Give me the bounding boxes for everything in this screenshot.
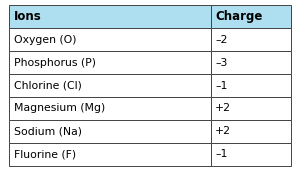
Bar: [9, 143, 211, 166]
Bar: [9, 120, 211, 143]
Bar: [211, 120, 291, 143]
Text: –2: –2: [215, 35, 227, 45]
Bar: [211, 51, 291, 74]
Text: +2: +2: [215, 103, 231, 114]
Bar: [211, 28, 291, 51]
Bar: [9, 97, 211, 120]
Bar: [211, 5, 291, 28]
Bar: [9, 5, 211, 28]
Bar: [211, 97, 291, 120]
Bar: [9, 51, 211, 74]
Text: Fluorine (F): Fluorine (F): [14, 149, 76, 159]
Bar: [211, 143, 291, 166]
Text: Phosphorus (P): Phosphorus (P): [14, 57, 95, 68]
Text: –1: –1: [215, 81, 227, 90]
Text: Sodium (Na): Sodium (Na): [14, 126, 82, 136]
Text: +2: +2: [215, 126, 231, 136]
Text: –3: –3: [215, 57, 227, 68]
Text: Chlorine (Cl): Chlorine (Cl): [14, 81, 81, 90]
Bar: [211, 74, 291, 97]
Text: Magnesium (Mg): Magnesium (Mg): [14, 103, 105, 114]
Text: Charge: Charge: [215, 10, 262, 23]
Text: Ions: Ions: [14, 10, 41, 23]
Bar: [9, 28, 211, 51]
Bar: [9, 74, 211, 97]
Text: –1: –1: [215, 149, 227, 159]
Text: Oxygen (O): Oxygen (O): [14, 35, 76, 45]
